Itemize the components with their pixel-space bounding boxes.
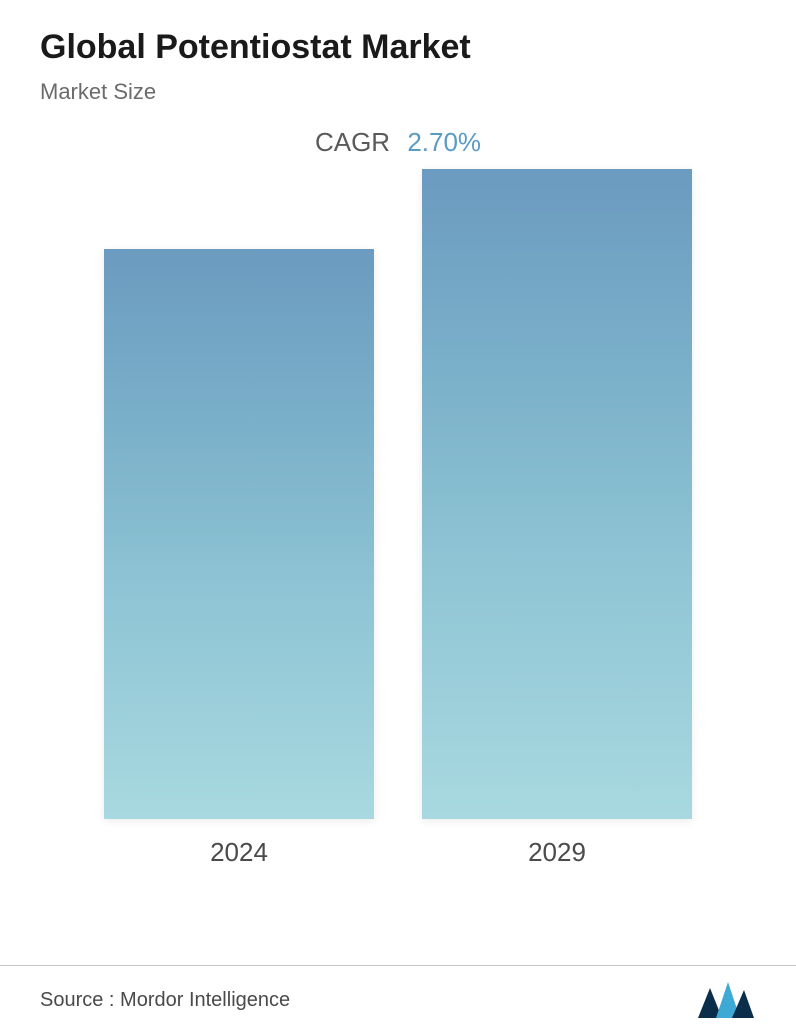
bar-label-0: 2024 bbox=[210, 837, 268, 868]
chart-title: Global Potentiostat Market bbox=[40, 28, 756, 67]
source-text: Source : Mordor Intelligence bbox=[40, 989, 290, 1012]
footer: Source : Mordor Intelligence bbox=[0, 965, 796, 1034]
bar-1 bbox=[422, 169, 692, 819]
logo-svg bbox=[696, 980, 756, 1020]
bar-label-1: 2029 bbox=[528, 837, 586, 868]
chart-subtitle: Market Size bbox=[40, 79, 756, 105]
cagr-row: CAGR 2.70% bbox=[40, 127, 756, 158]
cagr-label: CAGR bbox=[315, 127, 390, 157]
brand-logo-icon bbox=[696, 980, 756, 1020]
bar-group-1: 2029 bbox=[422, 169, 692, 868]
bar-group-0: 2024 bbox=[104, 249, 374, 868]
bar-chart-area: 2024 2029 bbox=[40, 188, 756, 868]
cagr-value: 2.70% bbox=[407, 127, 481, 157]
chart-container: Global Potentiostat Market Market Size C… bbox=[0, 0, 796, 1034]
bar-0 bbox=[104, 249, 374, 819]
